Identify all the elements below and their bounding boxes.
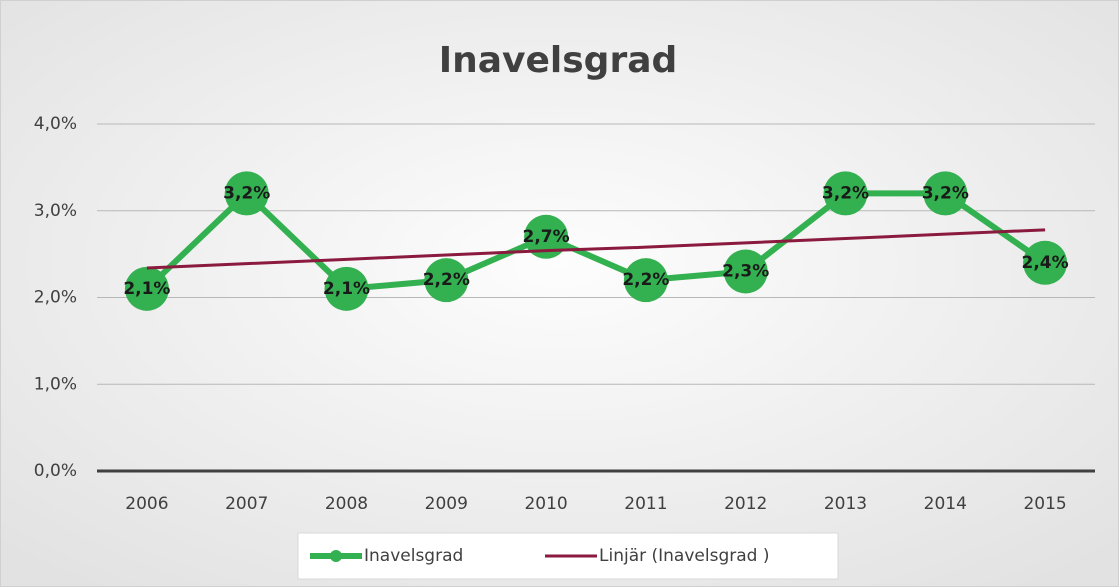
data-label: 2,2% xyxy=(622,270,669,290)
y-tick-label: 1,0% xyxy=(34,374,77,394)
point-marker xyxy=(424,258,469,303)
data-label: 2,7% xyxy=(523,227,570,247)
y-tick-label: 0,0% xyxy=(34,461,77,481)
legend-label: Linjär (Inavelsgrad ) xyxy=(599,546,769,566)
x-tick-label: 2006 xyxy=(125,494,168,514)
y-tick-label: 2,0% xyxy=(34,288,77,308)
y-tick-label: 3,0% xyxy=(34,201,77,221)
point-marker xyxy=(823,171,868,216)
point-marker xyxy=(723,249,768,294)
legend-marker xyxy=(330,550,342,562)
point-marker xyxy=(224,171,269,216)
data-label: 2,1% xyxy=(323,279,370,299)
x-tick-label: 2015 xyxy=(1023,494,1066,514)
x-tick-label: 2010 xyxy=(524,494,567,514)
point-marker xyxy=(623,258,668,303)
legend-label: Inavelsgrad xyxy=(364,546,463,566)
data-label: 2,3% xyxy=(722,261,769,281)
x-tick-label: 2007 xyxy=(225,494,268,514)
x-tick-label: 2008 xyxy=(325,494,368,514)
series-line xyxy=(144,190,1047,292)
x-tick-label: 2012 xyxy=(724,494,767,514)
data-label: 3,2% xyxy=(822,183,869,203)
trend-line xyxy=(146,228,1046,270)
point-marker xyxy=(324,266,369,311)
y-tick-label: 4,0% xyxy=(34,114,77,134)
data-label: 2,2% xyxy=(423,270,470,290)
point-marker xyxy=(923,171,968,216)
x-tick-label: 2014 xyxy=(924,494,967,514)
x-tick-label: 2009 xyxy=(425,494,468,514)
chart-title: Inavelsgrad xyxy=(439,40,678,81)
data-label: 3,2% xyxy=(223,183,270,203)
x-tick-label: 2013 xyxy=(824,494,867,514)
point-marker xyxy=(524,214,569,259)
x-tick-label: 2011 xyxy=(624,494,667,514)
data-label: 3,2% xyxy=(922,183,969,203)
data-label: 2,4% xyxy=(1022,253,1069,273)
point-marker xyxy=(124,266,169,311)
point-marker xyxy=(1023,240,1068,285)
data-label: 2,1% xyxy=(123,279,170,299)
